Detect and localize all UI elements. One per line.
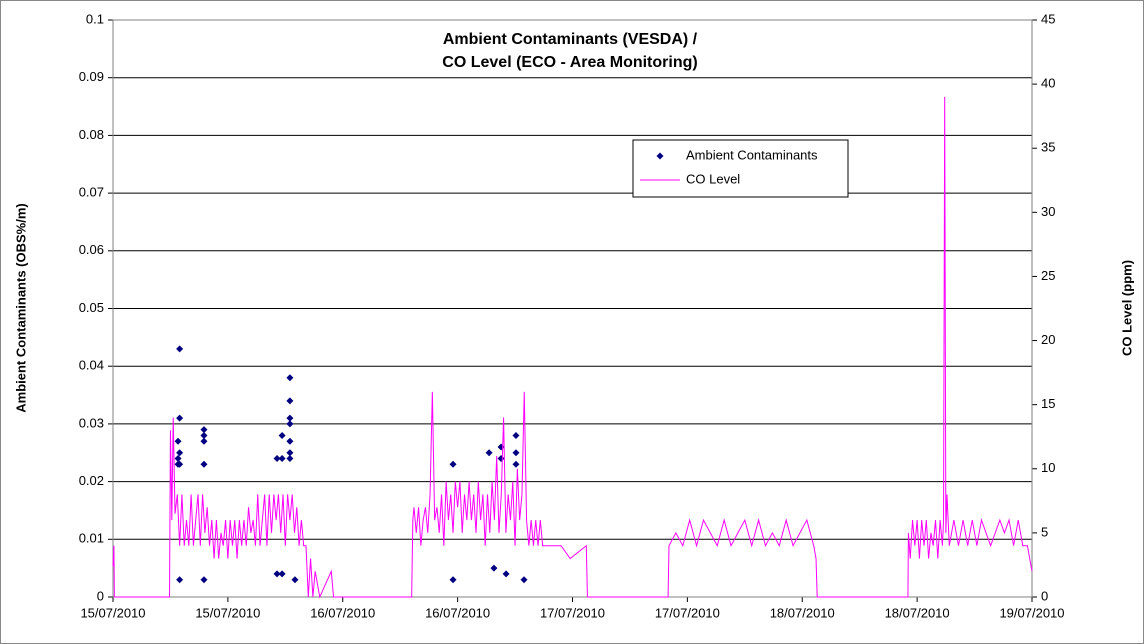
scatter-point: [278, 570, 286, 578]
legend-label: Ambient Contaminants: [686, 147, 818, 162]
scatter-point: [286, 455, 294, 463]
scatter-point: [502, 570, 510, 578]
y-tick-label: 0.05: [79, 300, 104, 315]
scatter-point: [512, 449, 520, 457]
y-tick-label: 0.09: [79, 69, 104, 84]
x-tick-label: 15/07/2010: [195, 605, 260, 620]
x-tick-label: 19/07/2010: [999, 605, 1064, 620]
scatter-point: [174, 437, 182, 445]
scatter-point: [286, 420, 294, 428]
scatter-point: [200, 426, 208, 434]
scatter-point: [176, 460, 184, 468]
chart-title: Ambient Contaminants (VESDA) /: [443, 31, 698, 48]
y2-tick-label: 10: [1041, 460, 1055, 475]
scatter-point: [286, 374, 294, 382]
scatter-point: [176, 576, 184, 584]
plot-frame: [112, 19, 1033, 598]
y2-tick-label: 40: [1041, 76, 1055, 91]
legend-box: [632, 139, 849, 198]
scatter-point: [273, 455, 281, 463]
x-tick-label: 18/07/2010: [770, 605, 835, 620]
scatter-point: [485, 449, 493, 457]
y-tick-label: 0.02: [79, 473, 104, 488]
y2-tick-label: 25: [1041, 268, 1055, 283]
scatter-point: [200, 576, 208, 584]
co-line: [112, 96, 1033, 599]
scatter-point: [512, 460, 520, 468]
y2-tick-label: 0: [1041, 588, 1048, 603]
legend-label: CO Level: [686, 171, 740, 186]
scatter-point: [449, 460, 457, 468]
y-tick-label: 0.03: [79, 415, 104, 430]
y-axis-label: Ambient Contaminants (OBS%/m): [13, 203, 28, 412]
y-tick-label: 0.06: [79, 242, 104, 257]
x-tick-label: 16/07/2010: [425, 605, 490, 620]
scatter-point: [520, 576, 528, 584]
legend-marker: [656, 152, 664, 160]
scatter-point: [286, 437, 294, 445]
scatter-point: [278, 455, 286, 463]
scatter-point: [286, 414, 294, 422]
scatter-point: [200, 437, 208, 445]
y-tick-label: 0.04: [79, 358, 104, 373]
scatter-point: [176, 449, 184, 457]
chart-title: CO Level (ECO - Area Monitoring): [442, 54, 697, 71]
scatter-point: [273, 570, 281, 578]
x-tick-label: 16/07/2010: [310, 605, 375, 620]
y-tick-label: 0.07: [79, 185, 104, 200]
y2-tick-label: 5: [1041, 524, 1048, 539]
x-tick-label: 15/07/2010: [80, 605, 145, 620]
y2-axis-label: CO Level (ppm): [1119, 260, 1134, 356]
scatter-point: [278, 431, 286, 439]
y-tick-label: 0: [97, 588, 104, 603]
x-tick-label: 17/07/2010: [655, 605, 720, 620]
y2-tick-label: 35: [1041, 140, 1055, 155]
scatter-point: [176, 345, 184, 353]
y2-tick-label: 20: [1041, 332, 1055, 347]
y2-tick-label: 45: [1041, 11, 1055, 26]
scatter-point: [174, 455, 182, 463]
y-tick-label: 0.1: [86, 11, 104, 26]
scatter-point: [200, 431, 208, 439]
scatter-point: [490, 564, 498, 572]
x-tick-label: 17/07/2010: [540, 605, 605, 620]
scatter-point: [291, 576, 299, 584]
x-tick-label: 18/07/2010: [885, 605, 950, 620]
scatter-point: [286, 397, 294, 405]
y2-tick-label: 30: [1041, 204, 1055, 219]
scatter-point: [200, 460, 208, 468]
y-tick-label: 0.01: [79, 531, 104, 546]
scatter-point: [176, 414, 184, 422]
scatter-point: [449, 576, 457, 584]
y2-tick-label: 15: [1041, 396, 1055, 411]
scatter-point: [512, 431, 520, 439]
y-tick-label: 0.08: [79, 127, 104, 142]
scatter-point: [286, 449, 294, 457]
